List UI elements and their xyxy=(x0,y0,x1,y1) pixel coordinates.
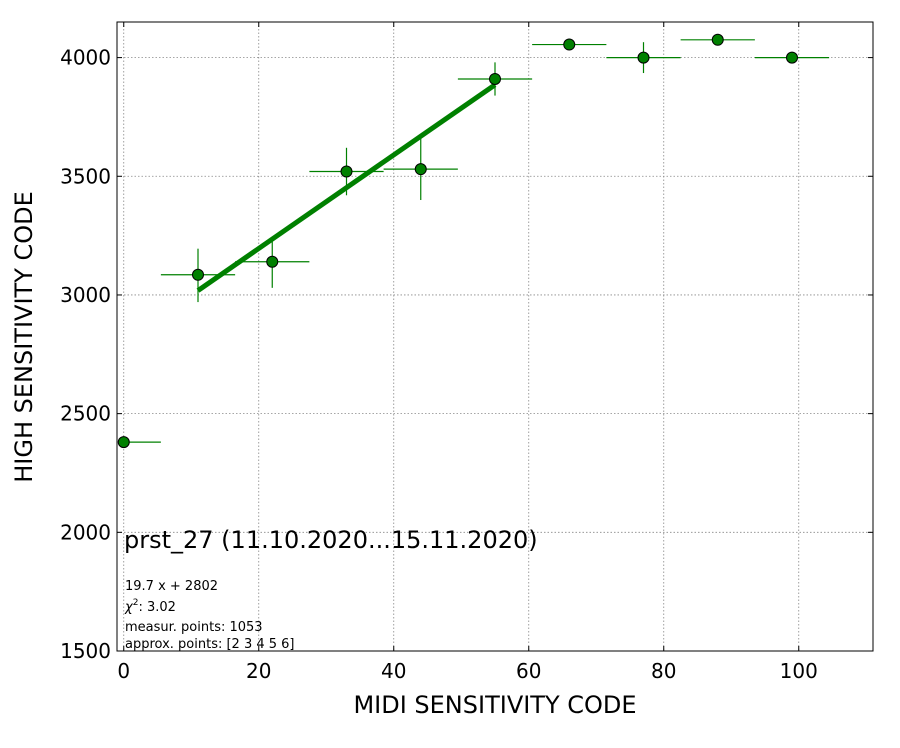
point-marker xyxy=(563,38,576,51)
approx-points: approx. points: [2 3 4 5 6] xyxy=(125,637,295,652)
ticks-layer: 0 20 40 60 80 100 1500 2000 2500 3000 3500 4000 xyxy=(60,22,873,683)
x-tick-label: 20 xyxy=(246,659,271,683)
y-tick-label: 3500 xyxy=(60,164,111,188)
chi2-line: χ2: 3.02 xyxy=(124,598,176,615)
data-point xyxy=(606,42,681,74)
y-axis-label: HIGH SENSITIVITY CODE xyxy=(10,191,38,483)
grid xyxy=(117,22,873,652)
y-tick-label: 1500 xyxy=(60,639,111,663)
data-point xyxy=(754,51,830,64)
measured-points: measur. points: 1053 xyxy=(125,620,263,635)
data-point xyxy=(117,436,161,449)
y-tick-label: 2500 xyxy=(60,402,111,426)
point-marker xyxy=(266,255,279,268)
x-tick-label: 60 xyxy=(516,659,541,683)
y-tick-label: 2000 xyxy=(60,520,111,544)
data-point xyxy=(235,239,310,288)
chi-superscript: 2 xyxy=(133,598,139,608)
fit-equation: 19.7 x + 2802 xyxy=(125,579,218,594)
x-axis-label: MIDI SENSITIVITY CODE xyxy=(353,691,636,719)
data-point xyxy=(457,62,533,96)
data-point xyxy=(309,147,384,196)
point-marker xyxy=(192,268,204,281)
point-marker xyxy=(414,163,427,176)
chi2-value: : 3.02 xyxy=(138,600,175,615)
data-point xyxy=(680,33,755,46)
points-layer xyxy=(117,33,830,449)
x-tick-label: 80 xyxy=(651,659,676,683)
point-marker xyxy=(711,33,724,46)
plot-frame xyxy=(116,21,874,652)
point-marker xyxy=(489,72,501,85)
y-tick-label: 3000 xyxy=(60,283,111,307)
point-marker xyxy=(340,165,353,178)
data-point xyxy=(160,248,236,303)
x-tick-label: 0 xyxy=(117,659,130,683)
data-point xyxy=(532,38,607,51)
chart-title: prst_27 (11.10.2020...15.11.2020) xyxy=(124,526,538,554)
fit-info: 19.7 x + 2802 χ2: 3.02 measur. points: 1… xyxy=(124,579,295,652)
y-tick-label: 4000 xyxy=(60,46,111,70)
point-marker xyxy=(637,51,650,64)
x-tick-label: 40 xyxy=(381,659,406,683)
point-marker xyxy=(117,436,130,449)
chi-symbol: χ xyxy=(124,600,134,615)
data-point xyxy=(383,138,458,201)
x-tick-label: 100 xyxy=(780,659,818,683)
point-marker xyxy=(786,51,798,64)
